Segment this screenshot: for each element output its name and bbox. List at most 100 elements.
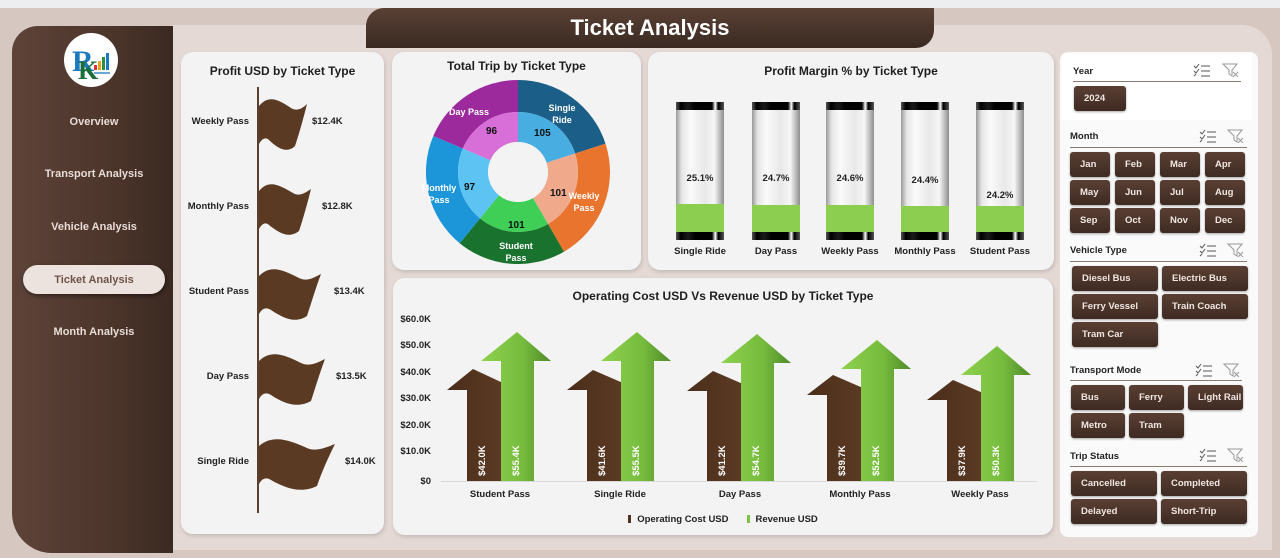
donut-inner-ring <box>458 111 579 233</box>
month-option[interactable]: Aug <box>1205 180 1245 205</box>
nav-month-analysis[interactable]: Month Analysis <box>53 325 135 338</box>
vehicle-type-option[interactable]: Ferry Vessel <box>1072 294 1158 319</box>
nav-ticket-analysis[interactable]: Ticket Analysis <box>23 265 165 294</box>
y-tick: $20.0K <box>400 420 431 431</box>
flag-icon <box>259 184 311 235</box>
x-category: Weekly Pass <box>951 489 1009 500</box>
x-category: Day Pass <box>718 489 762 500</box>
trip-status-option[interactable]: Short-Trip <box>1161 499 1247 524</box>
slicer-title-year: Year <box>1073 66 1094 77</box>
flag-icon <box>259 439 335 490</box>
margin-label: Weekly Pass <box>821 246 879 257</box>
month-option[interactable]: Jul <box>1160 180 1200 205</box>
clear-filter-icon[interactable] <box>1227 243 1245 257</box>
company-logo: R K <box>64 33 118 87</box>
revenue-label: $50.3K <box>991 445 1002 476</box>
card-title: Profit Margin % by Ticket Type <box>764 64 938 78</box>
margin-value: 25.1% <box>686 173 714 184</box>
transport-mode-option[interactable]: Metro <box>1071 413 1125 438</box>
month-option[interactable]: Jun <box>1115 180 1155 205</box>
slicer-panel: Year 2024 Month Jan Feb Mar Apr May Jun … <box>1060 52 1258 537</box>
cost-revenue-card: Operating Cost USD Vs Revenue USD by Tic… <box>393 278 1053 535</box>
profit-margin-card: Profit Margin % by Ticket Type 25.1% Sin… <box>648 52 1054 270</box>
flag-value: $14.0K <box>345 456 376 467</box>
month-option[interactable]: Oct <box>1115 208 1155 233</box>
revenue-label: $54.7K <box>751 445 762 476</box>
profit-by-ticket-card: Profit USD by Ticket Type Weekly Pass $1… <box>181 52 384 534</box>
multi-select-icon[interactable] <box>1193 63 1211 77</box>
donut-value: 101 <box>550 188 567 199</box>
multi-select-icon[interactable] <box>1199 448 1217 462</box>
nav-transport-analysis[interactable]: Transport Analysis <box>44 167 144 180</box>
flag-value: $12.4K <box>312 116 343 127</box>
flag-icon <box>259 354 325 405</box>
donut-chart: Single Ride Weekly Pass Student Pass Mon… <box>422 79 611 269</box>
clear-filter-icon[interactable] <box>1223 363 1241 377</box>
flag-row: Single Ride $14.0K <box>181 432 381 492</box>
flag-row: Monthly Pass $12.8K <box>181 177 381 237</box>
flag-value: $13.5K <box>336 371 367 382</box>
transport-mode-option[interactable]: Tram <box>1129 413 1184 438</box>
month-option[interactable]: May <box>1070 180 1110 205</box>
margin-value: 24.2% <box>986 190 1014 201</box>
month-option[interactable]: Mar <box>1160 152 1200 177</box>
vehicle-type-option[interactable]: Tram Car <box>1072 322 1158 347</box>
vehicle-type-option[interactable]: Train Coach <box>1162 294 1248 319</box>
month-option[interactable]: Nov <box>1160 208 1200 233</box>
transport-mode-option[interactable]: Light Rail <box>1188 385 1243 410</box>
transport-mode-option[interactable]: Bus <box>1071 385 1125 410</box>
revenue-label: $52.5K <box>871 445 882 476</box>
flag-label: Student Pass <box>188 286 249 297</box>
month-option[interactable]: Jan <box>1070 152 1110 177</box>
y-tick: $10.0K <box>400 446 431 457</box>
flag-label: Single Ride <box>197 456 249 467</box>
trip-status-option[interactable]: Cancelled <box>1071 471 1157 496</box>
legend-cost[interactable]: Operating Cost USD <box>628 514 729 525</box>
donut-value: 97 <box>464 182 476 193</box>
trip-status-option[interactable]: Delayed <box>1071 499 1157 524</box>
month-option[interactable]: Feb <box>1115 152 1155 177</box>
flag-row: Student Pass $13.4K <box>181 262 381 322</box>
svg-text:K: K <box>78 56 99 85</box>
month-option[interactable]: Dec <box>1205 208 1245 233</box>
clear-filter-icon[interactable] <box>1222 63 1240 77</box>
multi-select-icon[interactable] <box>1199 129 1217 143</box>
donut-label: Day Pass <box>448 107 490 117</box>
y-tick: $0 <box>420 476 431 487</box>
month-option[interactable]: Apr <box>1205 152 1245 177</box>
month-option[interactable]: Sep <box>1070 208 1110 233</box>
y-tick: $30.0K <box>400 393 431 404</box>
arrow-bars <box>447 332 1031 481</box>
flag-icon <box>259 269 321 320</box>
x-category: Student Pass <box>469 489 531 500</box>
revenue-label: $55.4K <box>511 445 522 476</box>
flag-label: Monthly Pass <box>187 201 249 212</box>
clear-filter-icon[interactable] <box>1227 448 1245 462</box>
clear-filter-icon[interactable] <box>1227 129 1245 143</box>
vehicle-type-option[interactable]: Diesel Bus <box>1072 266 1158 291</box>
y-tick: $60.0K <box>400 314 431 325</box>
legend-revenue[interactable]: Revenue USD <box>746 514 818 525</box>
flag-row: Weekly Pass $12.4K <box>181 92 381 152</box>
cost-label: $41.6K <box>597 445 608 476</box>
slicer-divider <box>1070 261 1247 262</box>
slicer-title-trip-status: Trip Status <box>1070 451 1120 462</box>
cost-label: $37.9K <box>957 445 968 476</box>
margin-value: 24.6% <box>836 173 864 184</box>
donut-value: 101 <box>508 220 525 231</box>
margin-label: Single Ride <box>674 246 726 257</box>
nav-overview[interactable]: Overview <box>69 115 119 128</box>
flag-axis <box>257 87 259 513</box>
multi-select-icon[interactable] <box>1195 363 1213 377</box>
cost-label: $41.2K <box>717 445 728 476</box>
trip-status-option[interactable]: Completed <box>1161 471 1247 496</box>
donut-label: Weekly Pass <box>568 191 600 213</box>
slicer-divider <box>1073 81 1241 82</box>
vehicle-type-option[interactable]: Electric Bus <box>1162 266 1248 291</box>
nav-vehicle-analysis[interactable]: Vehicle Analysis <box>51 220 137 233</box>
margin-label: Day Pass <box>754 246 798 257</box>
slicer-title-month: Month <box>1070 131 1099 142</box>
transport-mode-option[interactable]: Ferry <box>1129 385 1184 410</box>
year-option[interactable]: 2024 <box>1074 86 1126 111</box>
multi-select-icon[interactable] <box>1199 243 1217 257</box>
